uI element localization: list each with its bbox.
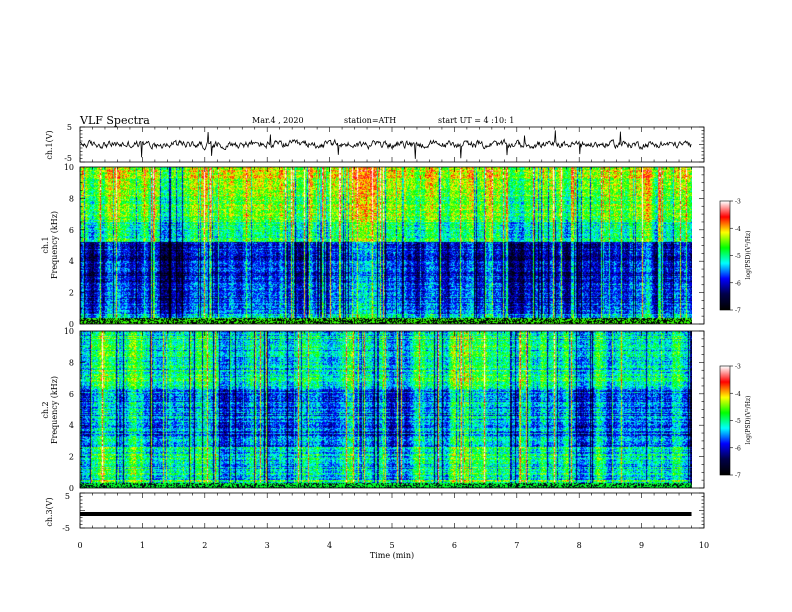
ch3-ytick-bottom: -5 bbox=[62, 524, 70, 533]
ch3-waveform-ticks bbox=[79, 492, 705, 529]
ch2-colorbar-ticks: -3 -4 -5 -6 -7 bbox=[730, 364, 741, 480]
ch1-colorbar-label: log(PSD)(V²/Hz) bbox=[745, 231, 752, 280]
ch1-spectrogram-channel-label: ch.1 bbox=[41, 236, 50, 253]
time-axis-tick-label: 10 bbox=[699, 541, 709, 550]
date-label: Mar.4 , 2020 bbox=[252, 116, 304, 125]
ch3-waveform-panel: 5 -5 ch.3(V) 0 1 2 3 4 5 6 7 8 9 10 Time (min) bbox=[45, 492, 709, 560]
time-axis-tick-label: 0 bbox=[77, 541, 82, 550]
ch1-colorbar-gradient bbox=[720, 201, 730, 310]
station-label: station=ATH bbox=[344, 116, 396, 125]
ch3-ytick-top: 5 bbox=[65, 492, 70, 501]
ch1-spectrogram-ytick-labels: 0 2 4 6 8 10 bbox=[64, 163, 74, 329]
ch2-spectrogram-ylabel: Frequency (kHz) bbox=[50, 376, 59, 444]
colorbar-tick-label: -4 bbox=[735, 226, 741, 233]
time-axis-tick-label: 3 bbox=[265, 541, 270, 550]
ch1-spectrogram-ytick-label: 4 bbox=[69, 257, 74, 266]
colorbar-tick-label: -5 bbox=[735, 418, 741, 425]
colorbar-tick-label: -7 bbox=[735, 308, 741, 315]
ch1-waveform-ylabel: ch.1(V) bbox=[45, 130, 54, 159]
ch1-colorbar-wrap bbox=[720, 201, 730, 310]
ch2-colorbar-gradient bbox=[720, 366, 730, 475]
ch2-spectrogram-ytick-label: 4 bbox=[69, 421, 74, 430]
ch2-spectrogram-ytick-label: 0 bbox=[69, 484, 74, 493]
ch1-spectrogram-ytick-label: 0 bbox=[69, 320, 74, 329]
ch1-spectrogram-ytick-label: 2 bbox=[69, 289, 74, 298]
ch1-spectrogram-ytick-label: 10 bbox=[64, 163, 74, 172]
colorbar-tick-label: -3 bbox=[735, 364, 741, 371]
ch2-spectrogram-ytick-label: 8 bbox=[69, 358, 74, 367]
ch1-ytick-bottom: -5 bbox=[64, 154, 72, 163]
time-axis-tick-label: 8 bbox=[577, 541, 582, 550]
time-axis-tick-label: 2 bbox=[202, 541, 207, 550]
ch1-waveform-frame bbox=[79, 126, 705, 163]
ch1-spectrogram-image-wrap bbox=[80, 167, 692, 324]
time-axis-tick-label: 4 bbox=[327, 541, 332, 550]
ch1-colorbar-ticks: -3 -4 -5 -6 -7 bbox=[730, 199, 741, 315]
ch1-waveform-line bbox=[79, 130, 692, 159]
ch2-spectrogram-ytick-label: 6 bbox=[69, 390, 74, 399]
ch1-ytick-top: 5 bbox=[67, 123, 72, 132]
ch2-colorbar-label: log(PSD)(V²/Hz) bbox=[745, 396, 752, 445]
ch3-waveform-frame bbox=[79, 492, 705, 529]
ch1-spectrogram-ylabel: Frequency (kHz) bbox=[50, 211, 59, 279]
ch1-waveform-panel: 5 -5 ch.1(V) bbox=[45, 123, 705, 163]
ch2-spectrogram-channel-label: ch.2 bbox=[41, 401, 50, 418]
ch2-spectrogram-image-wrap bbox=[80, 331, 692, 488]
ch1-spectrogram-ytick-label: 8 bbox=[69, 194, 74, 203]
time-axis-tick-labels: 0 1 2 3 4 5 6 7 8 9 10 bbox=[77, 541, 709, 550]
ch2-spectrogram-ytick-label: 2 bbox=[69, 453, 74, 462]
ch1-spectrogram-ytick-label: 6 bbox=[69, 226, 74, 235]
ch2-spectrogram-heatmap bbox=[80, 331, 692, 488]
time-axis-tick-label: 1 bbox=[140, 541, 145, 550]
time-axis-label: Time (min) bbox=[370, 551, 414, 560]
ch2-spectrogram-ytick-labels: 0 2 4 6 8 10 bbox=[64, 327, 74, 493]
colorbar-tick-label: -6 bbox=[735, 445, 741, 452]
time-axis-tick-label: 7 bbox=[514, 541, 519, 550]
time-axis-tick-label: 5 bbox=[389, 541, 394, 550]
colorbar-tick-label: -6 bbox=[735, 280, 741, 287]
start-time-label: start UT = 4 :10: 1 bbox=[438, 116, 514, 125]
time-axis-tick-label: 9 bbox=[639, 541, 644, 550]
time-axis-tick-label: 6 bbox=[452, 541, 457, 550]
colorbar-tick-label: -4 bbox=[735, 391, 741, 398]
ch1-spectrogram-ticks bbox=[79, 166, 705, 325]
colorbar-tick-label: -7 bbox=[735, 473, 741, 480]
colorbar-tick-label: -5 bbox=[735, 253, 741, 260]
ch2-spectrogram-ticks bbox=[79, 330, 705, 489]
ch1-waveform-ticks bbox=[79, 126, 705, 163]
ch3-waveform-ylabel: ch.3(V) bbox=[45, 497, 54, 526]
ch2-spectrogram-ytick-label: 10 bbox=[64, 327, 74, 336]
ch2-colorbar-wrap bbox=[720, 366, 730, 475]
ch1-spectrogram-heatmap bbox=[80, 167, 692, 324]
figure-title: VLF Spectra bbox=[79, 114, 150, 127]
colorbar-tick-label: -3 bbox=[735, 199, 741, 206]
